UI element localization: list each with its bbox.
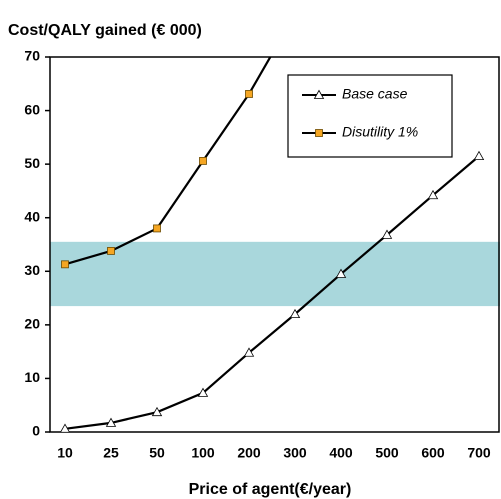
x-axis-label: Price of agent(€/year) [189, 481, 352, 498]
plot-area [60, 11, 485, 432]
x-tick-label: 700 [467, 445, 491, 461]
marker [381, 229, 393, 239]
x-tick-label: 300 [283, 445, 307, 461]
y-tick-label: 40 [24, 208, 40, 224]
x-tick-label: 10 [57, 445, 73, 461]
y-tick-label: 30 [24, 262, 40, 278]
y-tick-label: 10 [24, 369, 40, 385]
marker [427, 189, 439, 200]
x-tick-label: 25 [103, 445, 119, 461]
marker [197, 387, 209, 397]
marker [335, 268, 347, 278]
y-tick-label: 50 [24, 155, 40, 171]
plot-frame [49, 56, 500, 433]
marker [292, 11, 299, 18]
x-tick-label: 500 [375, 445, 399, 461]
x-tick-label: 400 [329, 445, 353, 461]
marker [245, 90, 253, 98]
chart-title: Cost/QALY gained (€ 000) [8, 22, 202, 39]
y-tick-label: 70 [24, 48, 40, 64]
marker [243, 347, 255, 357]
x-tick-label: 600 [421, 445, 445, 461]
marker [289, 308, 301, 319]
marker [105, 417, 117, 427]
marker [60, 423, 70, 432]
legend-label: Base case [342, 86, 408, 102]
y-tick-label: 0 [32, 423, 40, 439]
series-line [64, 155, 480, 430]
legend-marker [313, 89, 325, 99]
marker [199, 157, 207, 165]
marker [151, 406, 163, 417]
legend-label: Disutility 1% [342, 124, 418, 140]
marker [107, 247, 115, 255]
y-tick-label: 60 [24, 101, 40, 117]
target-band [50, 241, 500, 307]
marker [61, 260, 69, 269]
series-line [64, 57, 272, 266]
x-tick-label: 50 [149, 445, 165, 461]
marker [153, 224, 161, 233]
y-tick-label: 20 [24, 316, 40, 332]
legend-marker [315, 129, 323, 137]
x-tick-label: 100 [191, 445, 215, 461]
marker [473, 150, 485, 161]
x-tick-label: 200 [237, 445, 261, 461]
legend-box [287, 74, 453, 158]
